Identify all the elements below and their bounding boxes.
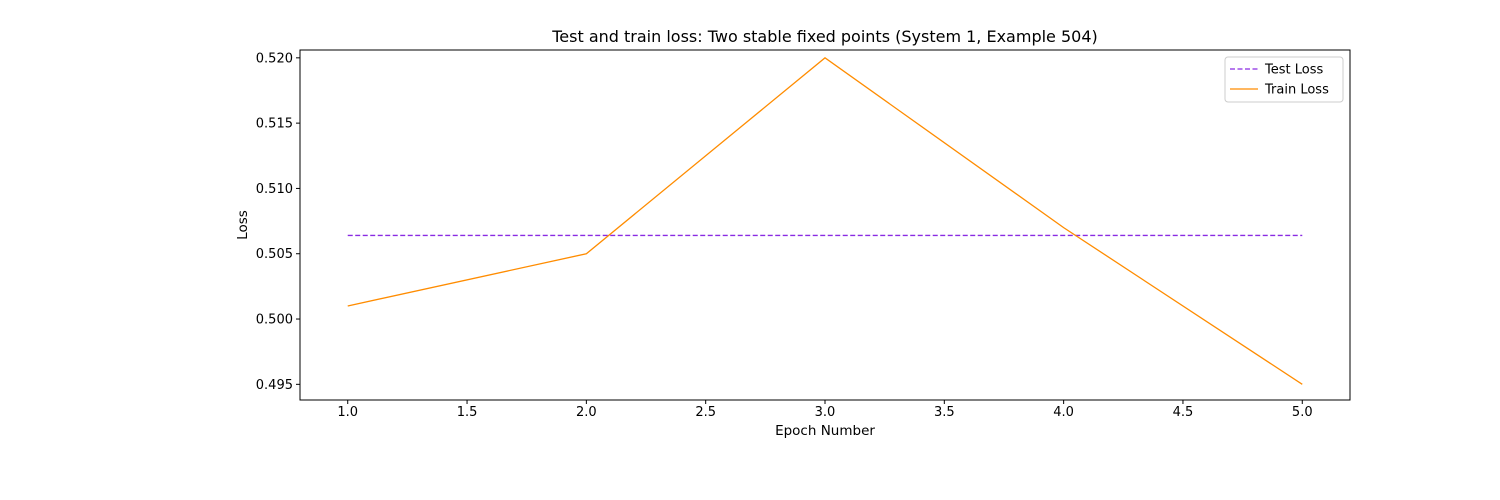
legend: Test Loss Train Loss <box>1224 56 1344 103</box>
legend-box <box>1224 56 1344 103</box>
series-line-train-loss <box>347 57 1303 385</box>
y-tick-label: 0.510 <box>256 182 293 197</box>
chart-title: Test and train loss: Two stable fixed po… <box>551 27 1098 46</box>
y-axis-ticks: 0.495 0.500 0.505 0.510 0.515 0.520 <box>256 51 300 393</box>
x-tick-label: 1.0 <box>337 405 358 420</box>
y-tick-label: 0.515 <box>256 117 293 132</box>
legend-label: Test Loss <box>1264 63 1323 78</box>
x-tick-label: 3.5 <box>934 405 955 420</box>
x-tick-label: 1.5 <box>457 405 478 420</box>
x-axis-label: Epoch Number <box>775 423 875 439</box>
x-tick-label: 3.0 <box>815 405 836 420</box>
x-tick-label: 2.5 <box>695 405 716 420</box>
y-tick-label: 0.500 <box>256 313 293 328</box>
x-axis-ticks: 1.0 1.5 2.0 2.5 3.0 3.5 4.0 4.5 5.0 <box>337 400 1313 420</box>
plot-frame <box>299 49 1351 401</box>
series-lines <box>347 57 1303 385</box>
y-tick-label: 0.495 <box>256 378 293 393</box>
y-tick-label: 0.505 <box>256 247 293 262</box>
x-tick-label: 5.0 <box>1292 405 1313 420</box>
y-tick-label: 0.520 <box>256 51 293 66</box>
x-tick-label: 4.5 <box>1173 405 1194 420</box>
x-tick-label: 2.0 <box>576 405 597 420</box>
y-axis-label: Loss <box>235 210 251 240</box>
legend-label: Train Loss <box>1264 83 1329 98</box>
x-tick-label: 4.0 <box>1053 405 1074 420</box>
